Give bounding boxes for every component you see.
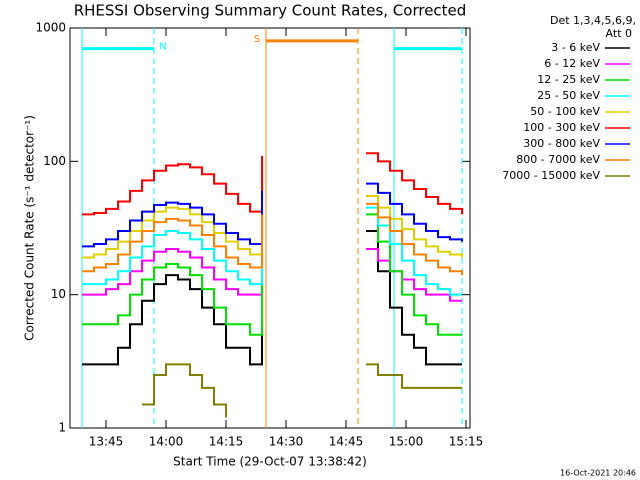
y-tick-label: 1 <box>58 421 66 435</box>
legend-label: 6 - 12 keV <box>544 57 600 70</box>
marker-label: N <box>159 42 166 53</box>
series-line <box>82 202 463 276</box>
legend-title: Att 0 <box>606 27 632 40</box>
series-line <box>142 363 462 418</box>
y-tick-label: 100 <box>43 154 66 168</box>
marker-label: S <box>254 34 260 45</box>
y-tick-label: 1000 <box>35 21 66 35</box>
chart-title: RHESSI Observing Summary Count Rates, Co… <box>74 2 467 20</box>
series-line <box>82 206 462 296</box>
legend-title: Det 1,3,4,5,6,9, <box>550 14 636 27</box>
legend-label: 50 - 100 keV <box>530 105 600 118</box>
legend-label: 7000 - 15000 keV <box>502 169 600 182</box>
x-tick-label: 14:15 <box>209 435 244 449</box>
legend-label: 3 - 6 keV <box>551 41 600 54</box>
x-tick-label: 14:30 <box>269 435 304 449</box>
legend-label: 800 - 7000 keV <box>516 153 600 166</box>
x-tick-label: 14:00 <box>149 435 184 449</box>
series-line <box>82 194 463 259</box>
y-tick-label: 10 <box>51 287 66 301</box>
x-tick-label: 13:45 <box>89 435 124 449</box>
legend-label: 12 - 25 keV <box>537 73 600 86</box>
series-line <box>82 230 462 366</box>
plot-frame <box>69 27 471 429</box>
footer: 16-Oct-2021 20:46 <box>560 469 636 478</box>
series-line <box>82 231 462 302</box>
series-line <box>82 152 463 216</box>
legend-label: 300 - 800 keV <box>523 137 600 150</box>
x-tick-label: 14:45 <box>329 435 364 449</box>
x-axis-label: Start Time (29-Oct-07 13:38:42) <box>173 455 367 469</box>
y-axis-label: Corrected Count Rate (s⁻¹ detector⁻¹) <box>23 115 37 341</box>
legend-label: 25 - 50 keV <box>537 89 600 102</box>
x-tick-label: 15:00 <box>389 435 424 449</box>
x-tick-label: 15:15 <box>449 435 484 449</box>
series-line <box>82 182 463 248</box>
series-line <box>82 213 462 336</box>
legend-label: 100 - 300 keV <box>523 121 600 134</box>
